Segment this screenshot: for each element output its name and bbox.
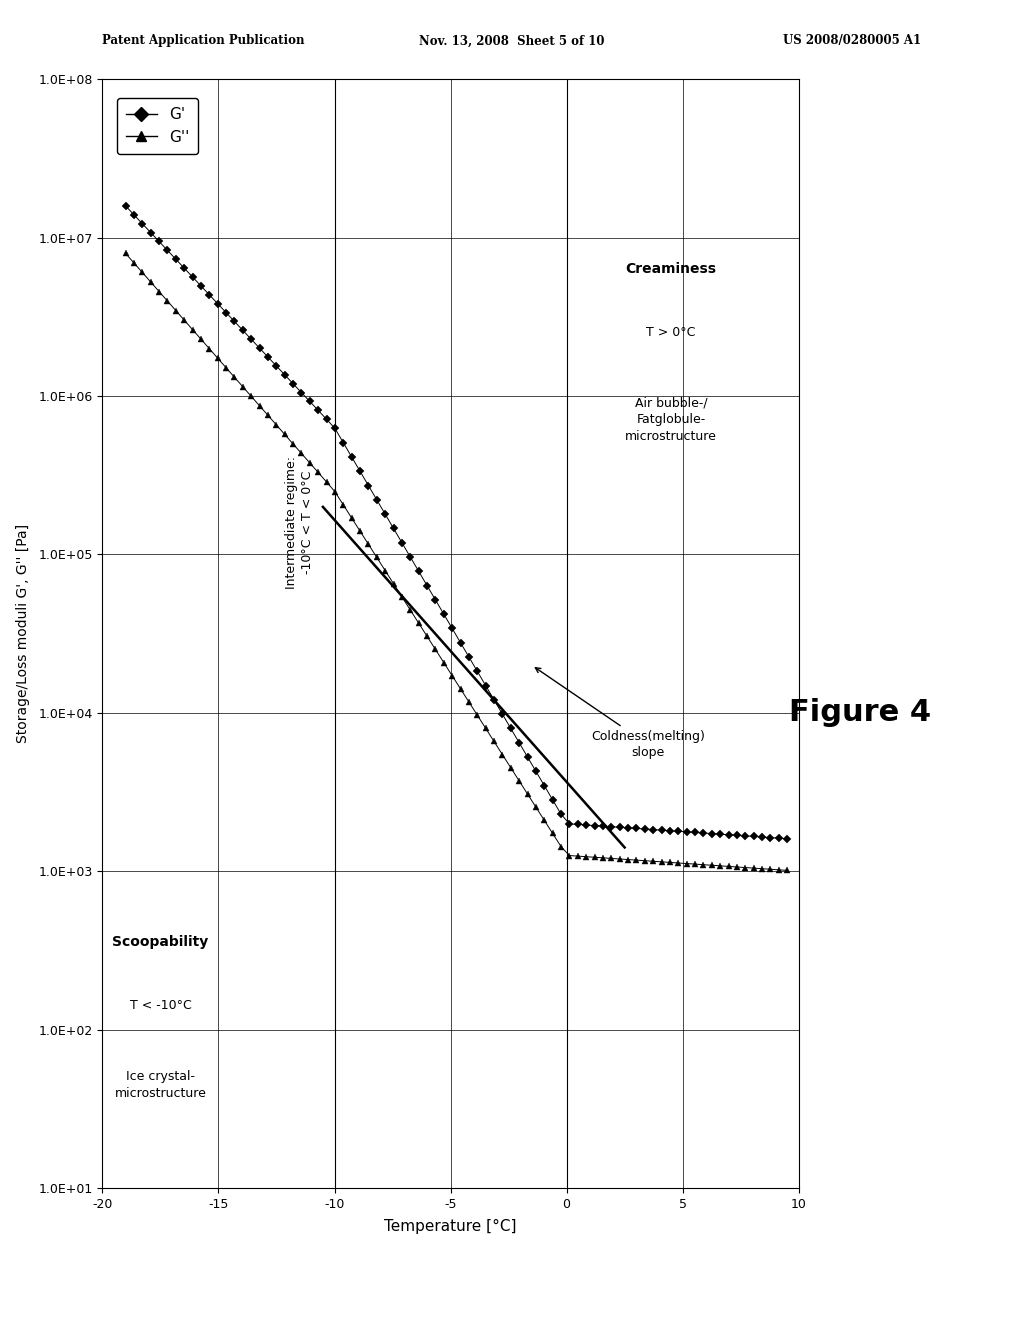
Text: US 2008/0280005 A1: US 2008/0280005 A1 [783,34,922,48]
Text: Creaminess: Creaminess [626,263,717,276]
Text: Nov. 13, 2008  Sheet 5 of 10: Nov. 13, 2008 Sheet 5 of 10 [419,34,605,48]
Text: Intermediate regime:
-10°C < T < 0°C: Intermediate regime: -10°C < T < 0°C [286,457,314,589]
G'' [521,787,534,803]
Text: T > 0°C: T > 0°C [646,326,695,339]
G' [513,735,525,751]
Y-axis label: Storage/Loss moduli G', G'' [Pa]: Storage/Loss moduli G', G'' [Pa] [16,524,30,743]
G' [547,792,559,808]
Legend: G', G'': G', G'' [117,98,199,154]
Text: Patent Application Publication: Patent Application Publication [102,34,305,48]
Text: Coldness(melting)
slope: Coldness(melting) slope [536,668,705,759]
G'' [413,615,425,631]
G' [571,817,584,833]
G' [706,826,718,842]
Text: Ice crystal-
microstructure: Ice crystal- microstructure [115,1071,207,1100]
Text: Figure 4: Figure 4 [790,698,931,727]
X-axis label: Temperature [°C]: Temperature [°C] [384,1220,517,1234]
G'' [571,849,584,865]
Text: Scoopability: Scoopability [113,936,209,949]
Line: G'': G'' [123,251,791,874]
Text: Air bubble-/
Fatglobule-
microstructure: Air bubble-/ Fatglobule- microstructure [625,396,717,444]
G'' [706,858,718,874]
G' [120,198,132,214]
Line: G': G' [123,203,791,842]
G' [521,748,534,764]
G' [781,830,794,846]
Text: T < -10°C: T < -10°C [130,999,191,1012]
G'' [547,825,559,841]
G'' [781,862,794,878]
G'' [513,774,525,789]
G' [413,564,425,579]
G'' [120,246,132,261]
